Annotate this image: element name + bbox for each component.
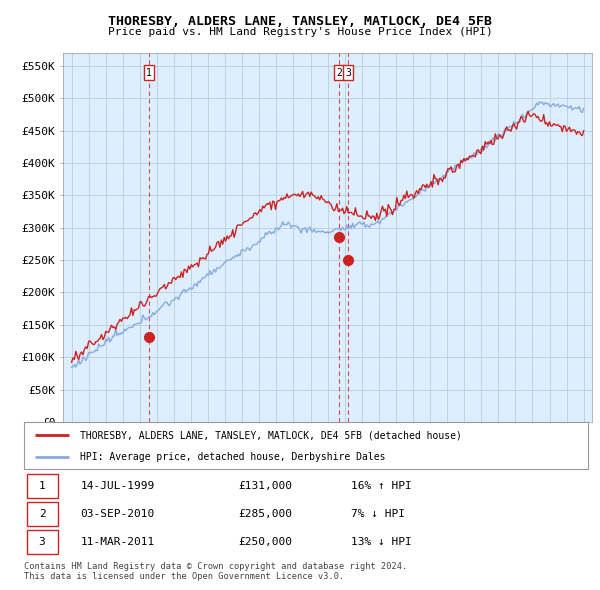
Text: 16% ↑ HPI: 16% ↑ HPI	[351, 481, 412, 491]
Text: £250,000: £250,000	[238, 537, 292, 547]
Text: 11-MAR-2011: 11-MAR-2011	[80, 537, 155, 547]
Text: Price paid vs. HM Land Registry's House Price Index (HPI): Price paid vs. HM Land Registry's House …	[107, 27, 493, 37]
Text: 2: 2	[336, 67, 342, 77]
Text: 14-JUL-1999: 14-JUL-1999	[80, 481, 155, 491]
Text: £131,000: £131,000	[238, 481, 292, 491]
Text: THORESBY, ALDERS LANE, TANSLEY, MATLOCK, DE4 5FB (detached house): THORESBY, ALDERS LANE, TANSLEY, MATLOCK,…	[80, 430, 462, 440]
Bar	[27, 474, 58, 498]
Text: 13% ↓ HPI: 13% ↓ HPI	[351, 537, 412, 547]
Text: 7% ↓ HPI: 7% ↓ HPI	[351, 509, 405, 519]
Text: 2: 2	[38, 509, 46, 519]
Bar	[27, 530, 58, 554]
Text: Contains HM Land Registry data © Crown copyright and database right 2024.
This d: Contains HM Land Registry data © Crown c…	[24, 562, 407, 581]
Bar	[27, 502, 58, 526]
Text: 3: 3	[345, 67, 351, 77]
Text: 1: 1	[146, 67, 152, 77]
Text: 1: 1	[38, 481, 46, 491]
Text: 03-SEP-2010: 03-SEP-2010	[80, 509, 155, 519]
Text: £285,000: £285,000	[238, 509, 292, 519]
Text: THORESBY, ALDERS LANE, TANSLEY, MATLOCK, DE4 5FB: THORESBY, ALDERS LANE, TANSLEY, MATLOCK,…	[108, 15, 492, 28]
Text: 3: 3	[38, 537, 46, 547]
Text: HPI: Average price, detached house, Derbyshire Dales: HPI: Average price, detached house, Derb…	[80, 453, 386, 462]
